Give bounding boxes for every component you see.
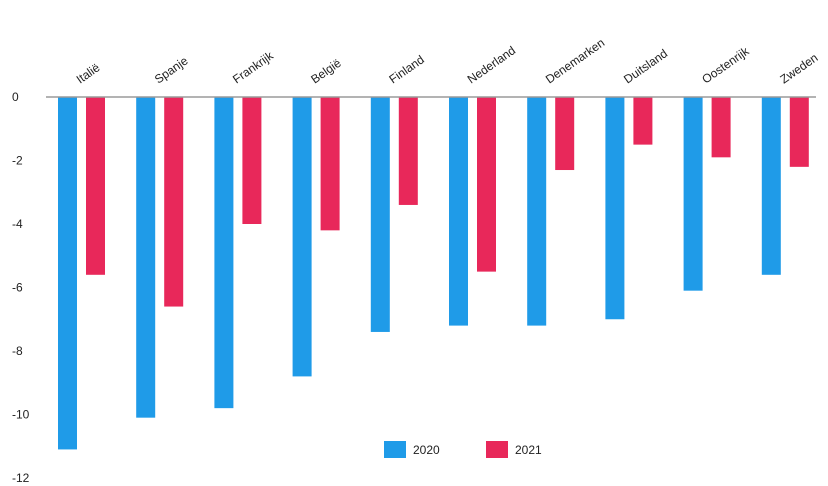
bar-2020: [761, 97, 781, 275]
y-tick-label: 0: [12, 90, 19, 104]
category-label: Zweden: [777, 50, 820, 86]
legend-label-2020: 2020: [413, 443, 440, 457]
y-tick-label: -2: [12, 154, 23, 168]
category-label: Finland: [386, 52, 426, 86]
bar-2020: [449, 97, 468, 326]
bar-2021: [633, 97, 653, 145]
legend-label-2021: 2021: [515, 443, 542, 457]
category-labels: Italië Spanje Frankrijk België Finland Nederl…: [74, 36, 821, 87]
bar-2021: [86, 97, 105, 275]
legend-swatch-2021: [486, 441, 508, 458]
bar-2021: [477, 97, 496, 272]
y-tick-label: -6: [12, 281, 23, 295]
bar-2020: [136, 97, 156, 418]
bar-2021: [711, 97, 731, 158]
y-axis-ticks: 0 -2 -4 -6 -8 -10 -12: [12, 90, 30, 485]
bar-2020: [370, 97, 390, 332]
y-tick-label: -4: [12, 217, 23, 231]
category-label: Italië: [74, 60, 103, 86]
category-label: Spanje: [152, 53, 191, 86]
bar-2020: [214, 97, 234, 409]
category-label: Denemarken: [543, 36, 607, 87]
legend-swatch-2020: [384, 441, 406, 458]
legend: 2020 2021: [384, 441, 542, 458]
bar-2021: [398, 97, 418, 205]
bar-2021: [320, 97, 340, 231]
y-tick-label: -12: [12, 471, 30, 485]
category-label: Oostenrijk: [699, 43, 752, 86]
category-label: Duitsland: [621, 46, 670, 86]
bars: [58, 97, 809, 450]
bar-2020: [683, 97, 703, 291]
bar-2020: [527, 97, 547, 326]
bar-2021: [242, 97, 262, 224]
category-label: Frankrijk: [230, 48, 277, 86]
category-label: België: [308, 56, 344, 87]
category-label: Nederland: [465, 43, 518, 86]
bar-2021: [164, 97, 184, 307]
bar-2020: [292, 97, 312, 377]
bar-2020: [605, 97, 625, 320]
bar-2021: [555, 97, 575, 171]
y-tick-label: -10: [12, 408, 30, 422]
bar-2021: [789, 97, 809, 167]
bar-2020: [58, 97, 77, 450]
y-tick-label: -8: [12, 344, 23, 358]
